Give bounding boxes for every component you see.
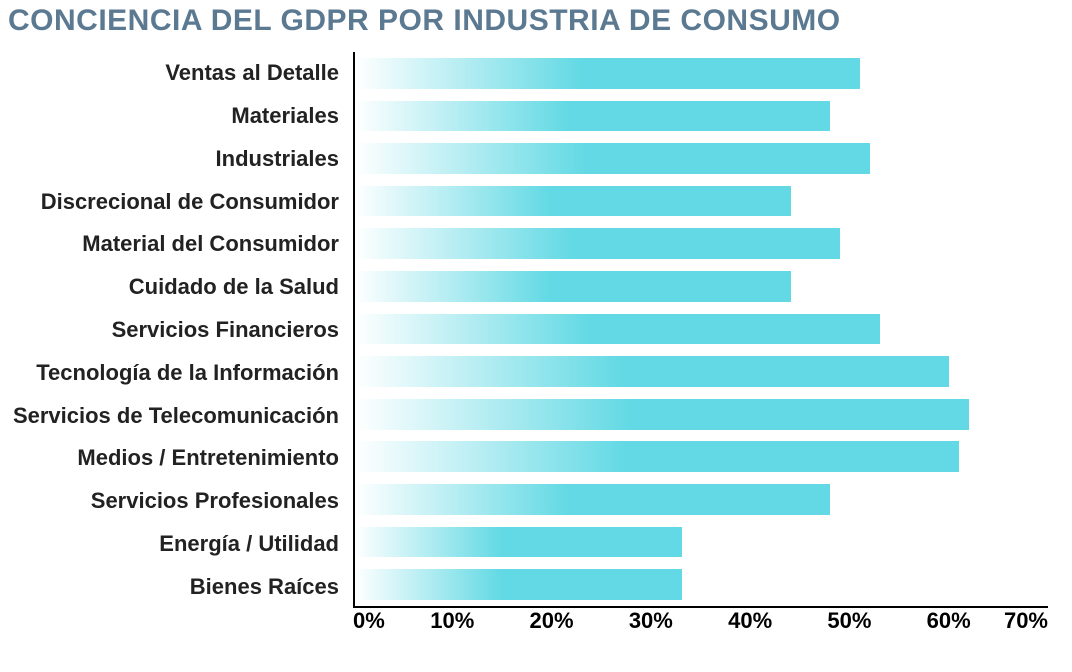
y-axis-labels: Ventas al DetalleMaterialesIndustrialesD… [8, 46, 353, 644]
bar-row [355, 180, 1048, 223]
y-axis-label: Materiales [8, 95, 353, 138]
bar-row [355, 222, 1048, 265]
x-axis-tick: 50% [827, 608, 871, 634]
bar-row [355, 563, 1048, 606]
x-axis-tick: 60% [927, 608, 971, 634]
bar-row [355, 350, 1048, 393]
y-axis-label: Tecnología de la Información [8, 351, 353, 394]
bar [355, 356, 949, 387]
y-axis-label: Servicios de Telecomunicación [8, 394, 353, 437]
bar-row [355, 95, 1048, 138]
bar-row [355, 521, 1048, 564]
y-axis-label: Bienes Raíces [8, 565, 353, 608]
y-axis-label: Cuidado de la Salud [8, 266, 353, 309]
plot-area: 0% 10% 20% 30% 40% 50% 60% 70% [353, 46, 1056, 644]
y-axis-label: Industriales [8, 138, 353, 181]
bar [355, 228, 840, 259]
x-axis-tick: 0% [353, 608, 385, 634]
bar [355, 58, 860, 89]
bar [355, 441, 959, 472]
bar [355, 186, 791, 217]
y-axis-label: Medios / Entretenimiento [8, 437, 353, 480]
bar [355, 399, 969, 430]
bar [355, 143, 870, 174]
bar-row [355, 478, 1048, 521]
x-axis-tick: 30% [629, 608, 673, 634]
bar [355, 484, 830, 515]
bar-row [355, 265, 1048, 308]
y-axis-label: Servicios Profesionales [8, 480, 353, 523]
bar-row [355, 137, 1048, 180]
x-axis-tick: 40% [728, 608, 772, 634]
x-axis: 0% 10% 20% 30% 40% 50% 60% 70% [353, 608, 1048, 644]
bar [355, 527, 682, 558]
bar [355, 271, 791, 302]
chart-title: CONCIENCIA DEL GDPR POR INDUSTRIA DE CON… [8, 4, 1056, 38]
y-axis-label: Ventas al Detalle [8, 52, 353, 95]
chart-container: CONCIENCIA DEL GDPR POR INDUSTRIA DE CON… [0, 0, 1072, 672]
horizontal-bar-chart: Ventas al DetalleMaterialesIndustrialesD… [8, 46, 1056, 644]
bar-row [355, 52, 1048, 95]
bar-row [355, 393, 1048, 436]
bar [355, 314, 880, 345]
x-axis-tick: 70% [1004, 608, 1048, 634]
x-axis-tick: 20% [530, 608, 574, 634]
y-axis-label: Energía / Utilidad [8, 522, 353, 565]
bar-row [355, 308, 1048, 351]
y-axis-label: Servicios Financieros [8, 309, 353, 352]
bars-area [353, 52, 1048, 608]
bar [355, 101, 830, 132]
y-axis-label: Material del Consumidor [8, 223, 353, 266]
bar [355, 569, 682, 600]
x-axis-tick: 10% [430, 608, 474, 634]
bar-row [355, 435, 1048, 478]
y-axis-label: Discrecional de Consumidor [8, 180, 353, 223]
